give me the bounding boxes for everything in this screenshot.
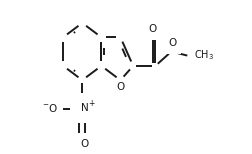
Text: O: O	[81, 139, 89, 149]
Text: O: O	[148, 24, 156, 34]
Text: O: O	[168, 38, 176, 48]
Text: O: O	[116, 82, 124, 92]
Text: +: +	[88, 99, 94, 108]
Text: $^{-}$O: $^{-}$O	[42, 102, 58, 114]
Text: N: N	[81, 103, 88, 113]
Text: CH$_3$: CH$_3$	[194, 49, 214, 62]
